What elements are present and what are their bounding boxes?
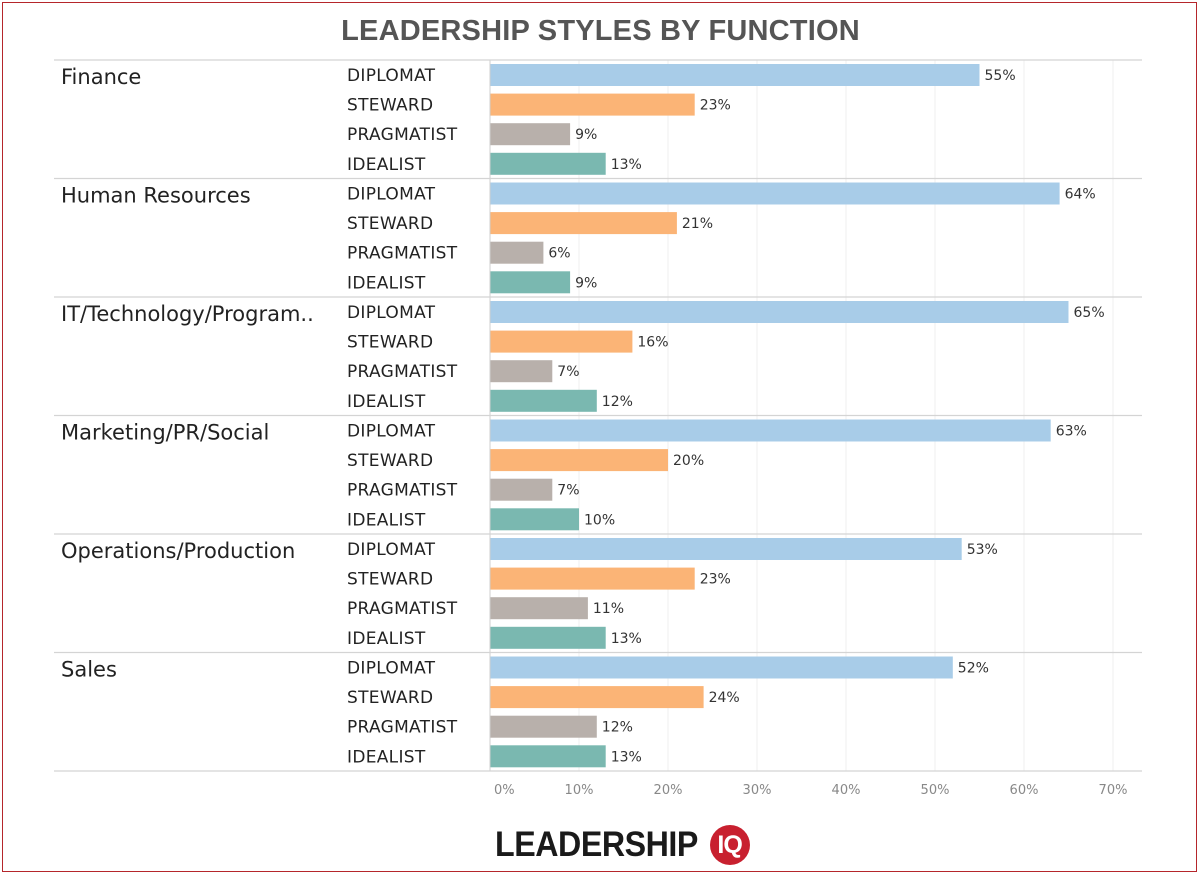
x-tick-label: 0% bbox=[494, 783, 515, 798]
data-label: 52% bbox=[958, 661, 989, 677]
style-label: STEWARD bbox=[347, 570, 433, 590]
data-label: 16% bbox=[637, 335, 668, 351]
data-label: 7% bbox=[557, 364, 579, 380]
style-label: IDEALIST bbox=[347, 155, 426, 175]
data-label: 6% bbox=[548, 246, 570, 262]
x-tick-label: 40% bbox=[832, 783, 861, 798]
bar bbox=[490, 597, 588, 620]
data-label: 12% bbox=[602, 720, 633, 736]
data-label: 12% bbox=[602, 394, 633, 410]
bar bbox=[490, 271, 571, 294]
bar bbox=[490, 745, 606, 768]
bar bbox=[490, 152, 606, 175]
group-label: Finance bbox=[61, 65, 141, 89]
style-label: IDEALIST bbox=[347, 510, 426, 530]
leadership-iq-logo: LEADERSHIP IQ bbox=[495, 825, 750, 865]
x-tick-label: 10% bbox=[565, 783, 594, 798]
group-label: IT/Technology/Program.. bbox=[61, 302, 314, 326]
bar bbox=[490, 419, 1051, 442]
style-label: PRAGMATIST bbox=[347, 481, 458, 501]
group-label: Human Resources bbox=[61, 184, 251, 208]
bar bbox=[490, 360, 553, 383]
style-label: DIPLOMAT bbox=[347, 422, 436, 442]
data-label: 23% bbox=[700, 572, 731, 588]
style-label: PRAGMATIST bbox=[347, 599, 458, 619]
x-tick-label: 70% bbox=[1099, 783, 1128, 798]
style-label: IDEALIST bbox=[347, 273, 426, 293]
bar bbox=[490, 241, 544, 264]
bar bbox=[490, 715, 597, 738]
style-label: STEWARD bbox=[347, 451, 433, 471]
style-label: DIPLOMAT bbox=[347, 185, 436, 205]
chart-title: LEADERSHIP STYLES BY FUNCTION bbox=[341, 15, 860, 47]
data-label: 63% bbox=[1056, 424, 1087, 440]
bar bbox=[490, 301, 1069, 323]
x-tick-label: 30% bbox=[743, 783, 772, 798]
x-tick-label: 20% bbox=[654, 783, 683, 798]
data-label: 11% bbox=[593, 601, 624, 617]
group-label: Sales bbox=[61, 658, 117, 682]
group-label: Operations/Production bbox=[61, 539, 295, 563]
x-tick-label: 60% bbox=[1010, 783, 1039, 798]
style-label: DIPLOMAT bbox=[347, 659, 436, 679]
bar bbox=[490, 508, 579, 531]
data-label: 9% bbox=[575, 275, 597, 291]
bar bbox=[490, 626, 606, 649]
data-label: 13% bbox=[611, 157, 642, 173]
data-label: 55% bbox=[985, 68, 1016, 84]
data-label: 24% bbox=[709, 690, 740, 706]
logo-text: LEADERSHIP bbox=[495, 825, 698, 864]
style-label: PRAGMATIST bbox=[347, 125, 458, 145]
style-label: STEWARD bbox=[347, 688, 433, 708]
data-label: 65% bbox=[1074, 305, 1105, 321]
style-label: IDEALIST bbox=[347, 629, 426, 649]
bar bbox=[490, 93, 695, 116]
data-label: 21% bbox=[682, 216, 713, 232]
bar bbox=[490, 449, 668, 472]
bar bbox=[490, 389, 597, 412]
bar bbox=[490, 212, 677, 235]
bar bbox=[490, 330, 633, 353]
style-label: IDEALIST bbox=[347, 747, 426, 767]
style-label: IDEALIST bbox=[347, 392, 426, 412]
x-tick-label: 50% bbox=[921, 783, 950, 798]
style-label: STEWARD bbox=[347, 96, 433, 116]
data-label: 53% bbox=[967, 542, 998, 558]
data-label: 23% bbox=[700, 98, 731, 114]
style-label: STEWARD bbox=[347, 214, 433, 234]
style-label: DIPLOMAT bbox=[347, 66, 436, 86]
data-label: 13% bbox=[611, 749, 642, 765]
data-label: 7% bbox=[557, 483, 579, 499]
bar bbox=[490, 478, 553, 501]
data-label: 10% bbox=[584, 512, 615, 528]
bar bbox=[490, 64, 980, 86]
style-label: PRAGMATIST bbox=[347, 718, 458, 738]
data-label: 64% bbox=[1065, 187, 1096, 203]
bar-chart: Finance DIPLOMAT 55% STEWARD 23% PRAGMATIST 9%… bbox=[54, 59, 1142, 798]
style-label: PRAGMATIST bbox=[347, 362, 458, 382]
style-label: STEWARD bbox=[347, 333, 433, 353]
bar bbox=[490, 656, 953, 679]
data-label: 20% bbox=[673, 453, 704, 469]
logo-iq-badge: IQ bbox=[709, 825, 750, 865]
bar bbox=[490, 567, 695, 590]
group-label: Marketing/PR/Social bbox=[61, 421, 269, 445]
style-label: PRAGMATIST bbox=[347, 244, 458, 264]
bar bbox=[490, 686, 704, 709]
style-label: DIPLOMAT bbox=[347, 303, 436, 323]
style-label: DIPLOMAT bbox=[347, 540, 436, 560]
data-label: 13% bbox=[611, 631, 642, 647]
data-label: 9% bbox=[575, 127, 597, 143]
bar bbox=[490, 123, 571, 146]
bar bbox=[490, 538, 962, 560]
bar bbox=[490, 182, 1060, 205]
